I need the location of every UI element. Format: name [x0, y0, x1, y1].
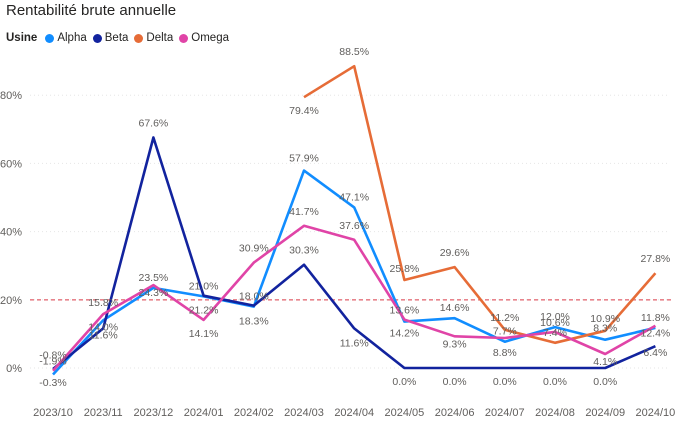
y-tick-label: 80% [0, 90, 22, 102]
x-tick-label: 2024/07 [485, 407, 525, 419]
x-tick-label: 2024/06 [435, 407, 475, 419]
data-label-alpha: 14.0% [88, 321, 118, 333]
x-tick-label: 2024/04 [334, 407, 374, 419]
x-tick-label: 2024/05 [385, 407, 425, 419]
data-label-omega: 30.9% [239, 243, 269, 255]
data-label-delta: 79.4% [289, 105, 319, 117]
data-label-beta: 21.2% [189, 305, 219, 317]
x-tick-label: 2024/02 [234, 407, 274, 419]
data-label-beta: 11.6% [89, 329, 118, 341]
legend-item-delta[interactable]: Delta [134, 32, 173, 44]
legend-dot-alpha [45, 33, 55, 43]
data-label-beta: 0.0% [443, 376, 467, 388]
x-tick-label: 2024/09 [585, 407, 625, 419]
data-label-alpha: 13.6% [390, 305, 420, 317]
data-label-omega: 37.6% [339, 220, 369, 232]
x-tick-label: 2024/03 [284, 407, 324, 419]
series-line-omega [52, 224, 657, 372]
legend-title: Usine [6, 32, 38, 44]
y-tick-label: 20% [0, 295, 22, 307]
data-label-omega: 10.6% [540, 317, 570, 329]
data-label-delta: 10.9% [590, 313, 620, 325]
data-label-alpha: 8.3% [593, 323, 617, 335]
legend-item-alpha[interactable]: Alpha [45, 32, 87, 44]
legend-dot-omega [179, 33, 189, 43]
data-label-delta: 88.5% [339, 46, 369, 58]
legend-dot-beta [92, 33, 102, 43]
data-label-beta: -0.3% [39, 377, 66, 389]
data-label-omega: 8.8% [493, 347, 517, 359]
data-label-beta: 0.0% [543, 376, 567, 388]
data-label-delta: 27.8% [641, 253, 671, 265]
data-label-alpha: 47.1% [339, 191, 369, 203]
data-label-alpha: 23.5% [139, 272, 169, 284]
data-label-alpha: 21.0% [189, 280, 219, 292]
x-tick-label: 2024/10 [636, 407, 676, 419]
data-label-beta: 11.6% [340, 337, 369, 349]
y-tick-label: 0% [6, 363, 22, 375]
data-label-omega: 15.8% [88, 297, 118, 309]
data-label-alpha: 12.0% [540, 311, 570, 323]
legend-label-beta: Beta [104, 32, 129, 44]
data-label-omega: 14.2% [390, 328, 420, 340]
data-label-omega: 12.4% [641, 328, 671, 340]
x-tick-label: 2024/01 [184, 407, 224, 419]
legend-item-beta[interactable]: Beta [92, 32, 129, 44]
data-label-beta: 6.4% [643, 347, 667, 359]
data-label-beta: 0.0% [593, 376, 617, 388]
x-tick-label: 2023/11 [84, 407, 123, 419]
data-label-omega: 14.1% [189, 328, 219, 340]
chart-title: Rentabilité brute annuelle [6, 2, 177, 19]
data-label-beta: 18.3% [239, 316, 269, 328]
legend-dot-delta [134, 33, 144, 43]
legend-label-alpha: Alpha [57, 32, 87, 44]
legend-item-omega[interactable]: Omega [179, 32, 229, 44]
series-line-beta [52, 136, 656, 371]
series-line-alpha [52, 169, 656, 376]
x-tick-label: 2024/08 [535, 407, 575, 419]
data-label-omega: -0.8% [39, 350, 66, 362]
data-label-beta: 67.6% [139, 117, 169, 129]
data-label-delta: 7.4% [543, 327, 567, 339]
data-label-beta: 0.0% [392, 376, 416, 388]
x-tick-label: 2023/10 [33, 407, 73, 419]
data-label-alpha: -1.9% [39, 355, 66, 367]
data-label-alpha: 11.8% [641, 312, 670, 324]
legend: Usine Alpha Beta Delta Omega [6, 32, 235, 44]
data-label-delta: 29.6% [440, 247, 470, 259]
data-label-omega: 9.3% [443, 338, 467, 350]
legend-label-omega: Omega [191, 32, 229, 44]
data-label-alpha: 18.0% [239, 291, 269, 303]
data-label-alpha: 57.9% [289, 153, 319, 165]
data-label-omega: 4.1% [593, 356, 617, 368]
data-label-omega: 41.7% [289, 206, 319, 218]
x-tick-label: 2023/12 [134, 407, 174, 419]
y-tick-label: 40% [0, 227, 22, 239]
data-label-delta: 11.2% [490, 312, 519, 324]
y-tick-label: 60% [0, 158, 22, 170]
data-label-omega: 24.3% [139, 287, 169, 299]
data-label-delta: 25.8% [390, 263, 420, 275]
series-line-delta [303, 64, 657, 345]
data-label-alpha: 14.6% [440, 302, 470, 314]
data-label-beta: 30.3% [289, 245, 319, 257]
data-label-alpha: 7.7% [493, 326, 517, 338]
legend-label-delta: Delta [146, 32, 174, 44]
data-label-beta: 0.0% [493, 376, 517, 388]
